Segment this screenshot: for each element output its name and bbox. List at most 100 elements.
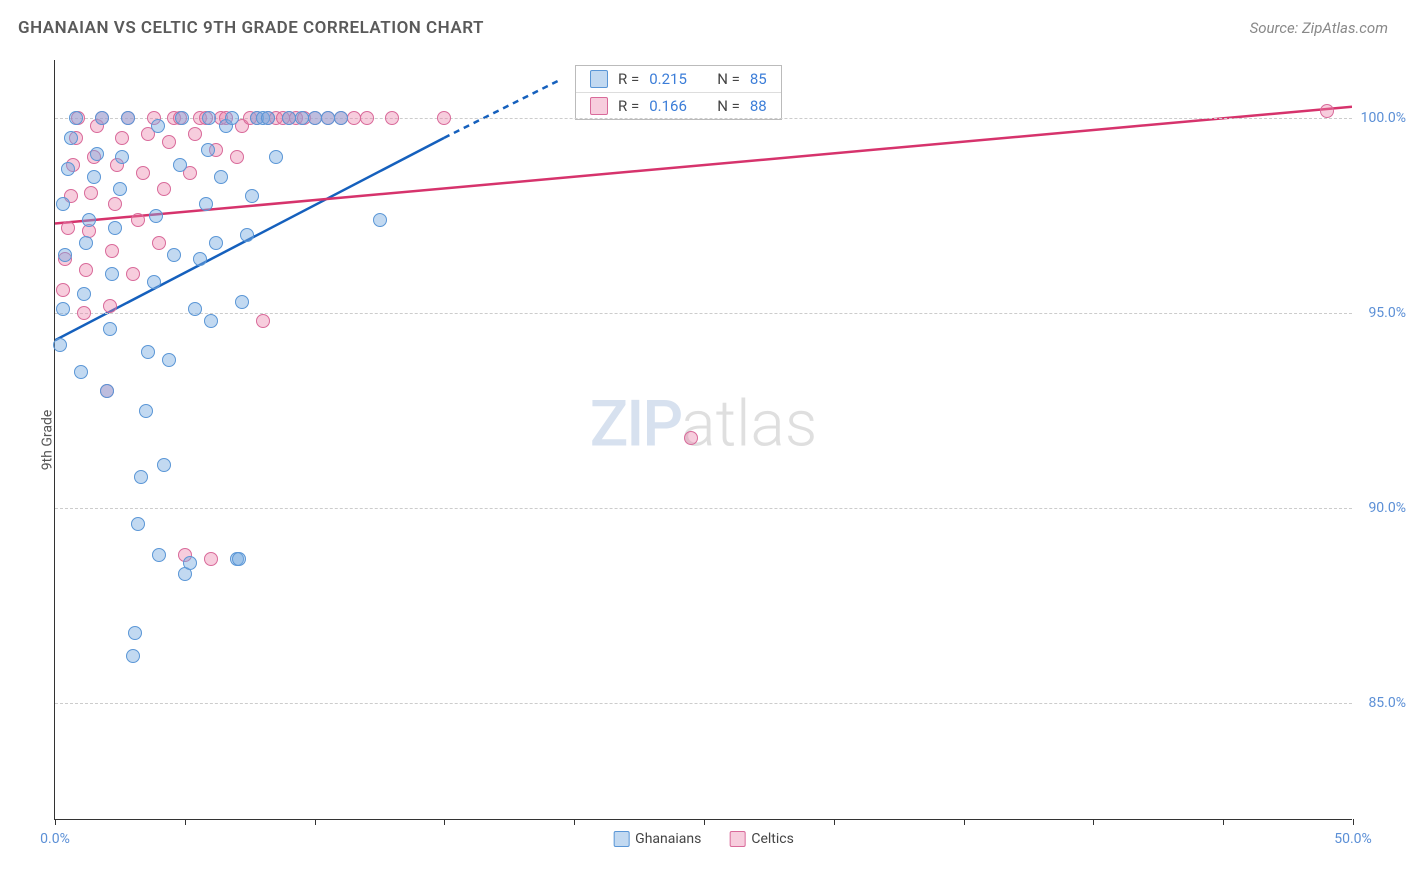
data-point-ghanaians	[334, 111, 348, 125]
data-point-ghanaians	[108, 221, 122, 235]
legend-item-ghanaians: Ghanaians	[613, 831, 701, 847]
data-point-ghanaians	[77, 287, 91, 301]
data-point-celtics	[126, 267, 140, 281]
data-point-ghanaians	[232, 552, 246, 566]
data-point-celtics	[84, 186, 98, 200]
data-point-ghanaians	[188, 302, 202, 316]
data-point-celtics	[162, 135, 176, 149]
legend-bottom: Ghanaians Celtics	[613, 831, 794, 847]
n-value-celtics: 88	[750, 97, 767, 115]
data-point-ghanaians	[175, 111, 189, 125]
data-point-celtics	[131, 213, 145, 227]
data-point-ghanaians	[214, 170, 228, 184]
y-tick-label: 100.0%	[1356, 110, 1406, 126]
trend-lines-svg	[55, 60, 1352, 819]
x-tick	[964, 819, 965, 825]
stat-box: R = 0.215 N = 85 R = 0.166 N = 88	[575, 65, 782, 120]
data-point-ghanaians	[95, 111, 109, 125]
r-value-celtics: 0.166	[649, 97, 699, 115]
legend-swatch-ghanaians	[613, 831, 629, 847]
data-point-ghanaians	[53, 338, 67, 352]
legend-swatch-celtics	[729, 831, 745, 847]
data-point-ghanaians	[103, 322, 117, 336]
x-tick	[574, 819, 575, 825]
data-point-celtics	[56, 283, 70, 297]
x-tick-label: 50.0%	[1334, 831, 1372, 847]
data-point-ghanaians	[131, 517, 145, 531]
y-tick-label: 85.0%	[1356, 695, 1406, 711]
data-point-celtics	[385, 111, 399, 125]
data-point-ghanaians	[128, 626, 142, 640]
data-point-ghanaians	[151, 119, 165, 133]
data-point-ghanaians	[139, 404, 153, 418]
data-point-celtics	[61, 221, 75, 235]
data-point-ghanaians	[56, 302, 70, 316]
chart-source: Source: ZipAtlas.com	[1250, 19, 1388, 37]
data-point-celtics	[77, 306, 91, 320]
y-axis-label: 9th Grade	[39, 409, 55, 470]
data-point-ghanaians	[58, 248, 72, 262]
data-point-ghanaians	[149, 209, 163, 223]
data-point-celtics	[152, 236, 166, 250]
data-point-ghanaians	[173, 158, 187, 172]
data-point-celtics	[347, 111, 361, 125]
data-point-ghanaians	[64, 131, 78, 145]
data-point-celtics	[684, 431, 698, 445]
data-point-celtics	[136, 166, 150, 180]
data-point-ghanaians	[295, 111, 309, 125]
data-point-ghanaians	[82, 213, 96, 227]
data-point-ghanaians	[245, 189, 259, 203]
data-point-ghanaians	[87, 170, 101, 184]
data-point-celtics	[103, 299, 117, 313]
watermark: ZIPatlas	[590, 387, 818, 462]
data-point-ghanaians	[167, 248, 181, 262]
data-point-celtics	[204, 552, 218, 566]
data-point-ghanaians	[79, 236, 93, 250]
x-tick	[315, 819, 316, 825]
x-tick	[55, 819, 56, 825]
data-point-ghanaians	[56, 197, 70, 211]
data-point-celtics	[108, 197, 122, 211]
plot-area: 9th Grade ZIPatlas R = 0.215 N = 85 R = …	[54, 60, 1352, 820]
data-point-ghanaians	[193, 252, 207, 266]
n-value-ghanaians: 85	[750, 70, 767, 88]
data-point-celtics	[157, 182, 171, 196]
data-point-ghanaians	[183, 556, 197, 570]
data-point-ghanaians	[240, 228, 254, 242]
data-point-ghanaians	[235, 295, 249, 309]
data-point-celtics	[360, 111, 374, 125]
data-point-ghanaians	[204, 314, 218, 328]
gridline	[55, 313, 1352, 314]
data-point-ghanaians	[269, 150, 283, 164]
y-tick-label: 90.0%	[1356, 500, 1406, 516]
swatch-ghanaians	[590, 70, 608, 88]
legend-item-celtics: Celtics	[729, 831, 793, 847]
data-point-ghanaians	[308, 111, 322, 125]
legend-label-ghanaians: Ghanaians	[635, 831, 701, 847]
data-point-ghanaians	[201, 143, 215, 157]
x-tick	[834, 819, 835, 825]
data-point-ghanaians	[162, 353, 176, 367]
n-label: N =	[717, 70, 740, 88]
data-point-ghanaians	[74, 365, 88, 379]
x-tick	[704, 819, 705, 825]
data-point-ghanaians	[321, 111, 335, 125]
data-point-celtics	[437, 111, 451, 125]
data-point-celtics	[256, 314, 270, 328]
x-tick	[1353, 819, 1354, 825]
r-label: R =	[618, 97, 639, 115]
stat-row-ghanaians: R = 0.215 N = 85	[576, 66, 781, 92]
data-point-celtics	[230, 150, 244, 164]
data-point-ghanaians	[115, 150, 129, 164]
data-point-ghanaians	[134, 470, 148, 484]
y-tick-label: 95.0%	[1356, 305, 1406, 321]
data-point-ghanaians	[373, 213, 387, 227]
data-point-celtics	[79, 263, 93, 277]
x-tick	[444, 819, 445, 825]
r-value-ghanaians: 0.215	[649, 70, 699, 88]
data-point-ghanaians	[90, 147, 104, 161]
x-tick	[185, 819, 186, 825]
data-point-ghanaians	[199, 197, 213, 211]
data-point-ghanaians	[141, 345, 155, 359]
data-point-ghanaians	[157, 458, 171, 472]
